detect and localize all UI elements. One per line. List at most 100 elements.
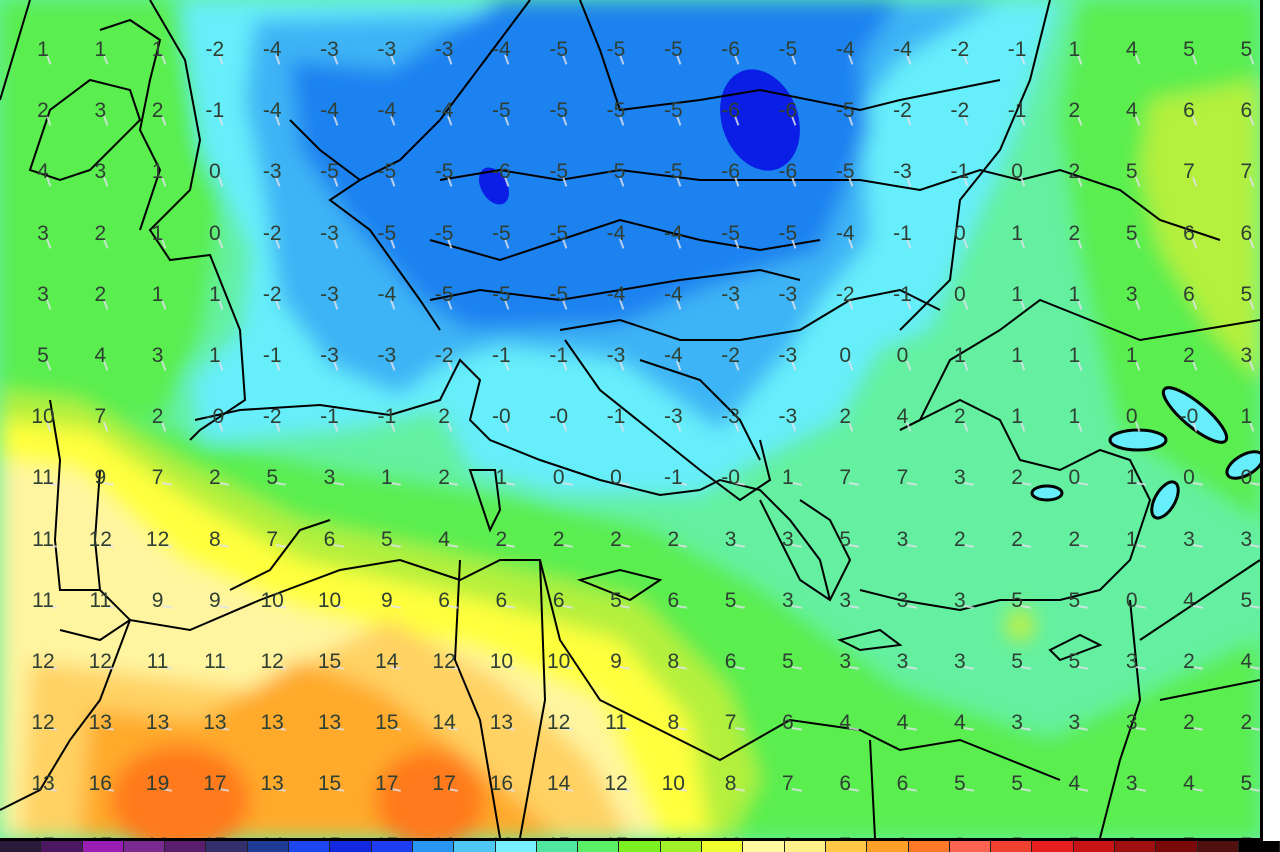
temperature-value: 8 [667,711,680,735]
temperature-value: -4 [606,221,626,245]
temperature-value: 1 [1240,405,1253,429]
legend-swatch [1073,841,1116,852]
temperature-value: 3 [1068,711,1081,735]
temperature-value: 5 [1125,160,1138,184]
temperature-value: 16 [490,834,513,838]
temperature-value: 4 [1183,772,1195,796]
temperature-value: 1 [1011,405,1023,429]
temperature-value: 4 [1125,99,1138,123]
temperature-value: -5 [492,99,511,123]
temperature-value: -6 [721,160,740,184]
temperature-value: -4 [663,344,683,367]
temperature-value: 3 [953,650,966,673]
temperature-value: 5 [1011,588,1023,612]
temperature-value: -5 [549,221,569,245]
temperature-value: -5 [778,38,798,61]
temperature-value: 6 [438,588,450,612]
temperature-value: 3 [94,99,107,123]
temperature-value: -1 [950,160,970,184]
temperature-value: -1 [549,344,569,367]
temperature-value: 1 [380,466,393,490]
temperature-value: 2 [1183,344,1195,367]
temperature-value: -5 [492,221,511,245]
temperature-value: 10 [547,650,571,673]
temperature-value: -0 [205,405,225,429]
temperature-value: 10 [662,834,685,838]
temperature-value: 11 [32,527,54,551]
temperature-value: 4 [1183,588,1195,612]
temperature-value: 10 [317,588,342,612]
temperature-value: 7 [1183,834,1195,838]
temperature-value: -6 [778,160,798,184]
temperature-value: 2 [1068,221,1081,245]
temperature-value: 5 [1240,282,1253,306]
temperature-value: 7 [266,527,279,551]
temperature-value: 8 [897,834,909,838]
temperature-value: 3 [1125,772,1138,796]
temperature-value: 5 [266,466,279,490]
temperature-value: 6 [724,650,737,673]
temperature-value: 5 [1240,772,1253,796]
temperature-value: -5 [549,38,569,61]
temperature-value: -3 [721,405,740,429]
temperature-value: -4 [377,99,397,123]
temperature-value: 16 [489,772,514,796]
temperature-value: 0 [209,160,221,184]
temperature-value: 3 [1240,344,1253,367]
zone-yellow-green-east [1140,80,1260,380]
temperature-value: 12 [31,650,55,673]
temperature-value: 1 [1068,405,1081,429]
temperature-value: 17 [31,834,54,838]
temperature-value: 1 [151,38,164,61]
temperature-value: 3 [1125,282,1138,306]
temperature-value: 0 [1011,160,1023,184]
temperature-value: -5 [721,221,740,245]
temperature-value: -5 [606,160,626,184]
legend-swatch [743,841,785,852]
temperature-value: -5 [663,38,683,61]
temperature-value: 9 [209,588,221,612]
temperature-value: 1 [1125,466,1138,490]
temperature-value: 16 [146,834,169,838]
temperature-value: 1 [953,344,966,367]
temperature-value: -5 [778,221,798,245]
legend-swatch [123,841,166,852]
temperature-value: -4 [377,282,397,306]
temperature-value: 1 [1068,344,1081,367]
temperature-value: -3 [320,38,339,61]
temperature-value: 1 [37,38,49,61]
temperature-value: -4 [606,282,626,306]
temperature-value: 16 [88,772,112,796]
zone-dark-orange-west [110,745,250,838]
temperature-value: 1 [1011,282,1023,306]
temperature-value: 6 [896,772,909,796]
legend-swatch [619,841,661,852]
temperature-value: 5 [1240,588,1253,612]
temperature-value: 3 [94,160,107,184]
temperature-value: -4 [492,38,511,61]
temperature-value: 3 [953,588,966,612]
legend-swatch [289,841,331,852]
temperature-value: 4 [94,344,107,367]
temperature-value: 12 [88,527,112,551]
legend-swatch [82,841,124,852]
temperature-value: -2 [721,344,740,367]
temperature-value: 10 [661,772,685,796]
temperature-value: 7 [1183,160,1195,184]
temperature-value: 10 [719,834,742,838]
legend-swatch [908,841,950,852]
temperature-value: 11 [203,650,226,673]
temperature-value: 3 [782,588,794,612]
temperature-value: 2 [1068,527,1081,551]
legend-swatch [660,841,703,852]
temperature-value: 17 [203,772,227,796]
temperature-value: -1 [377,405,397,429]
temperature-value: 7 [1240,834,1252,838]
temperature-value: 4 [1068,772,1081,796]
temperature-value: 8 [1126,834,1138,838]
temperature-value: 2 [94,282,107,306]
temperature-value: -1 [893,221,912,245]
temperature-value: -3 [778,282,798,306]
legend-swatch [784,841,826,852]
temperature-value: 13 [260,711,284,735]
